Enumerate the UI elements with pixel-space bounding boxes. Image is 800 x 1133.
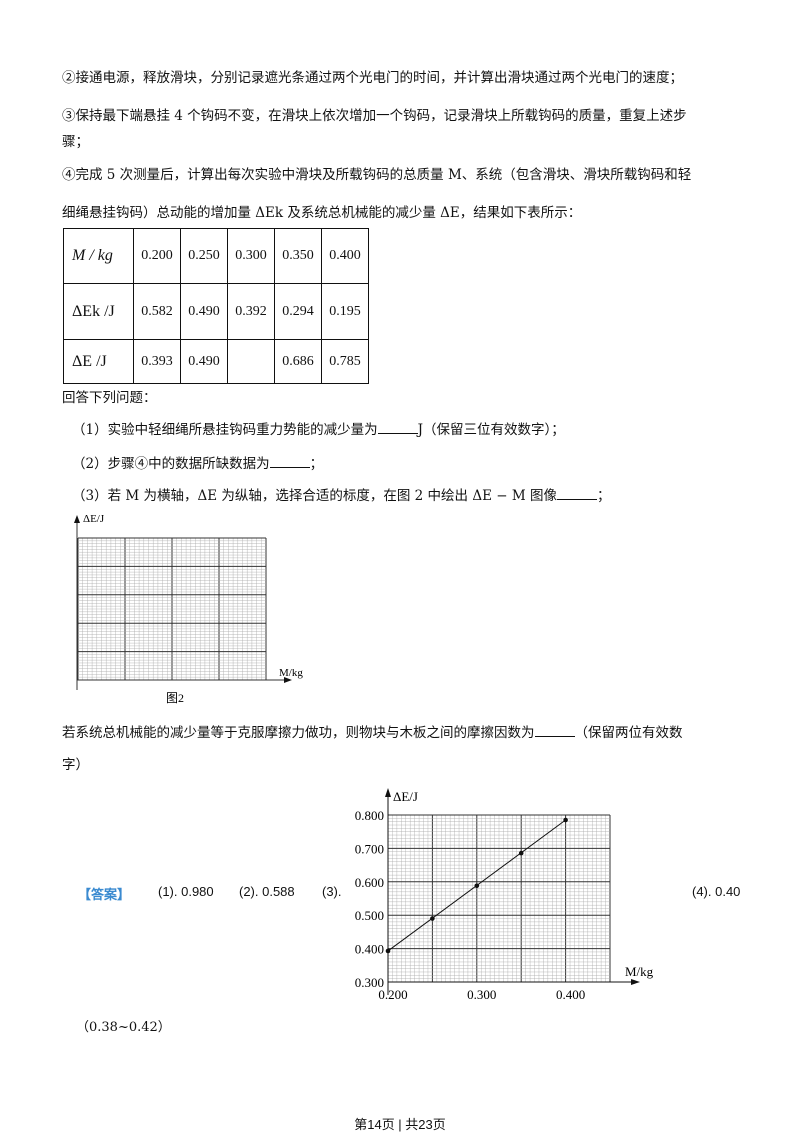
q1-text: （1）实验中轻细绳所悬挂钩码重力势能的减少量为 (72, 422, 378, 438)
table-row: ΔE /J 0.393 0.490 0.686 0.785 (63, 339, 369, 384)
q3-text: （3）若 M 为横轴，ΔE 为纵轴，选择合适的标度，在图 2 中绘出 ΔE − … (72, 488, 557, 504)
answer-3: (3). (322, 884, 342, 899)
table-cell: 0.392 (227, 283, 275, 340)
table-cell (227, 339, 275, 384)
table-cell: 0.294 (274, 283, 322, 340)
data-point (474, 883, 480, 889)
table-cell: 0.250 (180, 228, 228, 284)
question-3: （3）若 M 为横轴，ΔE 为纵轴，选择合适的标度，在图 2 中绘出 ΔE − … (72, 484, 610, 504)
y-tick-label: 0.500 (355, 908, 384, 923)
table-cell: 0.195 (321, 283, 369, 340)
answer-1: (1). 0.980 (158, 884, 214, 899)
answer-blank (269, 455, 310, 468)
y-tick-label: 0.600 (355, 875, 384, 890)
data-point (430, 916, 435, 921)
fit-line (387, 819, 566, 952)
answer-blank (534, 724, 575, 737)
page-footer: 第14页 | 共23页 (354, 1117, 446, 1132)
row-header: M / kg (63, 228, 134, 284)
answer-4-range: （0.38~0.42） (76, 1020, 171, 1035)
table-cell: 0.490 (180, 339, 228, 384)
x-tick-label: 0.200 (378, 987, 407, 1002)
row-header: ΔE /J (63, 339, 134, 384)
table-cell: 0.300 (227, 228, 275, 284)
y-tick-label: 0.400 (355, 942, 384, 957)
data-point (563, 817, 568, 823)
table-cell: 0.393 (133, 339, 181, 384)
question-4: 若系统总机械能的减少量等于克服摩擦力做功，则物块与木板之间的摩擦因数为 （保留两位… (62, 721, 683, 741)
answer-tag: 【答案】 (78, 887, 131, 902)
answer-blank (377, 421, 418, 434)
q4-text-end: （保留两位有效数 (574, 725, 683, 741)
table-row: ΔEk /J 0.582 0.490 0.392 0.294 0.195 (63, 283, 369, 340)
row-header: ΔEk /J (63, 283, 134, 340)
q4-text: 若系统总机械能的减少量等于克服摩擦力做功，则物块与木板之间的摩擦因数为 (62, 725, 535, 741)
x-tick-label: 0.300 (467, 987, 496, 1002)
table-cell: 0.350 (274, 228, 322, 284)
grid-paper (77, 537, 267, 681)
y-tick-label: 0.800 (355, 808, 384, 823)
q2-text-end: ； (309, 456, 324, 472)
y-axis-arrow-icon (385, 788, 391, 797)
y-axis-label: ΔE/J (83, 513, 105, 525)
table-cell: 0.582 (133, 283, 181, 340)
answer-blank (556, 487, 597, 500)
q3-text-end: ； (596, 488, 611, 504)
questions-intro: 回答下列问题： (62, 390, 157, 406)
data-table: M / kg 0.200 0.250 0.300 0.350 0.400 ΔEk… (63, 228, 369, 384)
y-tick-label: 0.700 (355, 841, 384, 856)
x-tick-label: 0.400 (556, 987, 585, 1002)
x-axis-label: M/kg (279, 667, 303, 679)
x-axis-arrow-icon (631, 979, 640, 985)
step4-text: ④完成 5 次测量后，计算出每次实验中滑块及所载钩码的总质量 M、系统（包含滑块… (62, 167, 692, 183)
data-point (518, 850, 524, 856)
x-axis-arrow-icon (284, 677, 292, 683)
data-point (385, 948, 391, 954)
answer-2: (2). 0.588 (239, 884, 295, 899)
question-4-cont: 字） (62, 757, 89, 773)
step2-text: ②接通电源，释放滑块，分别记录遮光条通过两个光电门的时间，并计算出滑块通过两个光… (62, 70, 683, 86)
step3-text-cont: 骤； (62, 134, 89, 150)
step4-text-cont: 细绳悬挂钩码）总动能的增加量 ΔEk 及系统总机械能的减少量 ΔE，结果如下表所… (62, 205, 582, 221)
x-axis-label: M/kg (625, 964, 654, 979)
question-1: （1）实验中轻细绳所悬挂钩码重力势能的减少量为 J（保留三位有效数字）； (72, 418, 565, 438)
table-cell: 0.200 (133, 228, 181, 284)
y-axis-arrow-icon (74, 515, 80, 523)
table-cell: 0.785 (321, 339, 369, 384)
table-cell: 0.686 (274, 339, 322, 384)
grid-paper (387, 814, 611, 983)
q2-text: （2）步骤④中的数据所缺数据为 (72, 456, 270, 472)
table-cell: 0.400 (321, 228, 369, 284)
step3-text: ③保持最下端悬挂 4 个钩码不变，在滑块上依次增加一个钩码，记录滑块上所载钩码的… (62, 108, 687, 124)
y-axis-label: ΔE/J (393, 789, 418, 804)
table-cell: 0.490 (180, 283, 228, 340)
figure-caption: 图2 (166, 691, 184, 705)
question-2: （2）步骤④中的数据所缺数据为 ； (72, 452, 323, 472)
y-tick-label: 0.300 (355, 975, 384, 990)
q1-text-end: J（保留三位有效数字）； (417, 422, 565, 438)
answer-4: (4). 0.40 (692, 884, 741, 899)
table-row: M / kg 0.200 0.250 0.300 0.350 0.400 (63, 228, 369, 284)
